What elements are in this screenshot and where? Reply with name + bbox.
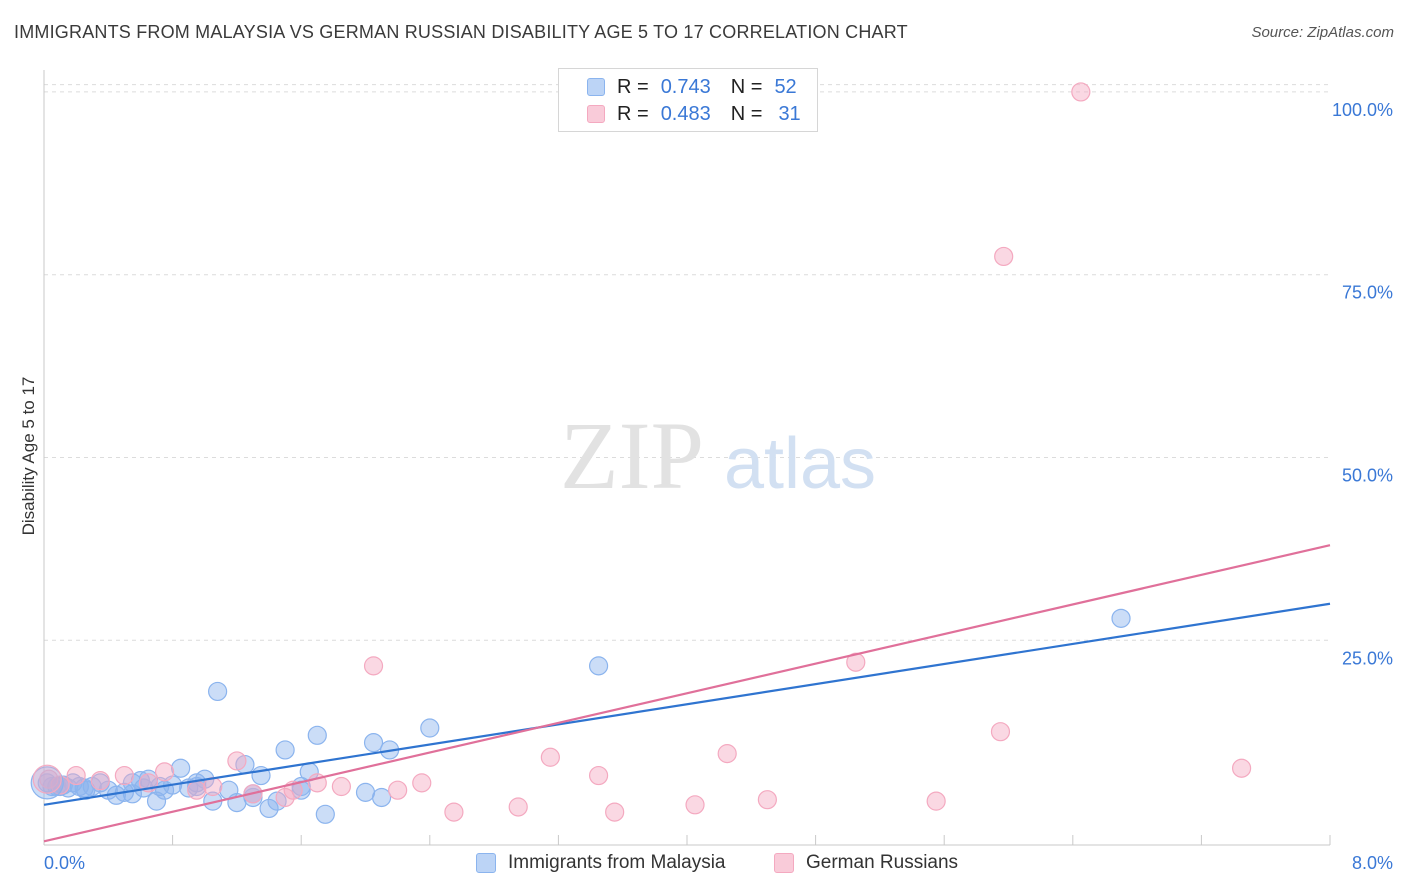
y-axis-label: Disability Age 5 to 17 (19, 377, 38, 536)
legend-n-label: N = (730, 75, 763, 98)
watermark-atlas: atlas (724, 424, 876, 504)
point-german-russians (540, 747, 560, 767)
point-german-russians (588, 765, 609, 786)
bottom-legend-label: Immigrants from Malaysia (508, 852, 726, 873)
bottom-legend-malaysia: Immigrants from Malaysia (476, 852, 726, 874)
legend-n-label: N = (730, 102, 763, 125)
legend-n-value: 52 (774, 75, 797, 98)
legend-r-value: 0.743 (660, 75, 711, 98)
bottom-legend-label: German Russians (806, 852, 959, 873)
point-german-russians (444, 802, 464, 822)
watermark-zip: ZIP (560, 402, 704, 509)
axes (43, 70, 1331, 846)
point-german-russians (90, 771, 110, 791)
point-german-russians (412, 773, 432, 793)
bottom-legend-swatch-malaysia (476, 853, 496, 873)
legend-row-malaysia: R = 0.743 N = 52 (587, 74, 797, 100)
point-german-russians (605, 802, 625, 822)
point-malaysia (355, 782, 376, 802)
point-malaysia (259, 798, 279, 819)
point-german-russians (227, 751, 247, 771)
legend-n-value: 31 (778, 102, 801, 125)
point-malaysia (1111, 608, 1131, 628)
point-malaysia (315, 804, 335, 824)
legend-swatch-malaysia (587, 78, 605, 96)
y-tick-label: 25.0% (1342, 648, 1393, 668)
point-german-russians (757, 790, 777, 810)
point-german-russians (66, 765, 86, 786)
point-german-russians (846, 652, 866, 672)
point-malaysia (122, 784, 143, 804)
point-german-russians (275, 787, 295, 808)
point-german-russians (331, 776, 351, 797)
point-german-russians (363, 656, 384, 676)
point-german-russians (926, 791, 946, 811)
trend-lines (43, 544, 1331, 843)
point-german-russians (994, 246, 1014, 267)
point-malaysia (363, 733, 384, 753)
point-german-russians (717, 744, 737, 764)
point-german-russians (114, 765, 134, 786)
point-german-russians (187, 780, 207, 800)
bottom-legend-swatch-german-russians (774, 853, 794, 873)
point-malaysia (171, 758, 191, 778)
point-german-russians (154, 762, 175, 782)
y-tick-label: 75.0% (1342, 283, 1393, 303)
trend-line-malaysia (43, 602, 1331, 806)
chart-title: IMMIGRANTS FROM MALAYSIA VS GERMAN RUSSI… (14, 22, 908, 42)
bottom-legend-german-russians: German Russians (774, 852, 958, 874)
x-tick-label: 8.0% (1352, 853, 1393, 873)
y-tick-label: 50.0% (1342, 466, 1393, 486)
source-label: Source: ZipAtlas.com (1251, 24, 1394, 41)
point-malaysia (146, 791, 167, 811)
point-german-russians (685, 795, 705, 815)
legend-row-german-russians: R = 0.483 N = 31 (587, 101, 801, 127)
point-german-russians (1071, 82, 1091, 102)
point-german-russians (990, 722, 1011, 742)
point-german-russians (388, 780, 408, 800)
y-tick-label: 100.0% (1332, 100, 1393, 120)
gridlines (44, 84, 1330, 641)
tick-labels: 25.0% 50.0% 75.0% 100.0% 0.0% 8.0% (44, 100, 1393, 873)
data-points (30, 82, 1252, 824)
legend-r-value: 0.483 (660, 102, 711, 125)
legend-r-label: R = (617, 102, 649, 125)
point-german-russians (508, 797, 528, 817)
point-malaysia (371, 787, 392, 808)
point-german-russians (39, 769, 59, 789)
point-malaysia (588, 656, 609, 676)
point-malaysia (420, 718, 440, 738)
legend-swatch-german-russians (587, 105, 605, 123)
legend: R = 0.743 N = 52 R = 0.483 N = 31 (558, 68, 818, 132)
watermark: ZIP atlas (560, 402, 876, 509)
point-german-russians (32, 764, 62, 794)
x-tick-label: 0.0% (44, 853, 85, 873)
trend-line-german-russians (43, 544, 1331, 843)
point-german-russians (1231, 758, 1252, 778)
point-malaysia (307, 725, 327, 745)
point-malaysia (208, 681, 228, 702)
legend-r-label: R = (617, 75, 649, 98)
point-malaysia (275, 740, 295, 760)
